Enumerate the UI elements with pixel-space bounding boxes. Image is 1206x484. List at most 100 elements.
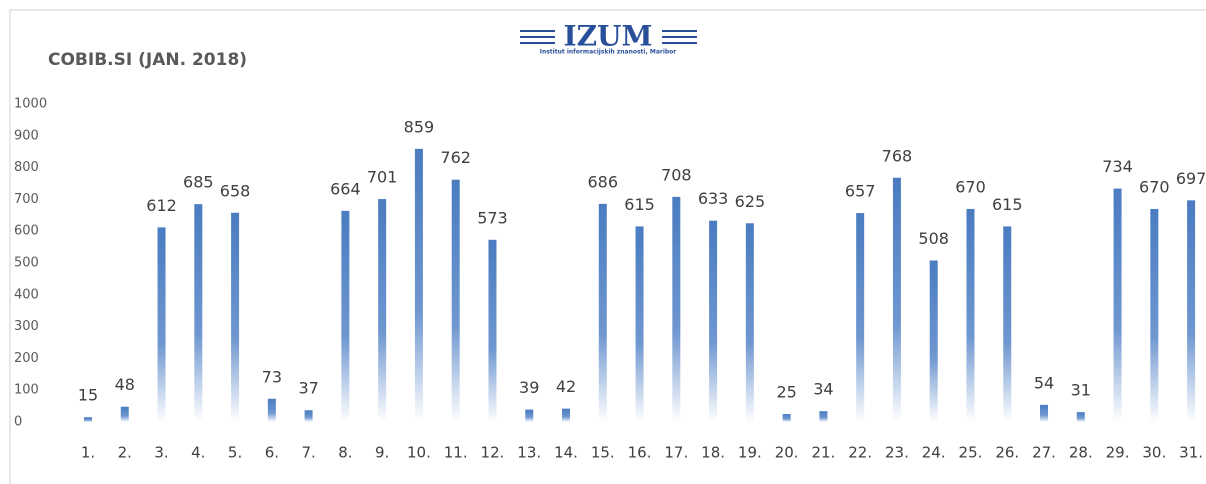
x-tick-label: 21. xyxy=(811,444,835,462)
bar xyxy=(562,408,571,422)
x-tick-label: 9. xyxy=(375,444,389,462)
bar xyxy=(1003,226,1012,422)
value-label: 615 xyxy=(624,195,655,214)
value-label: 625 xyxy=(735,192,766,211)
value-label: 768 xyxy=(882,146,913,165)
x-tick-label: 22. xyxy=(848,444,872,462)
value-label: 708 xyxy=(661,165,692,184)
y-tick-label: 400 xyxy=(14,287,39,302)
x-tick-label: 4. xyxy=(191,444,205,462)
x-tick-label: 6. xyxy=(265,444,279,462)
value-label: 633 xyxy=(698,189,729,208)
x-tick-label: 16. xyxy=(628,444,652,462)
bar xyxy=(635,226,644,422)
bar xyxy=(341,210,350,422)
x-tick-label: 31. xyxy=(1179,444,1203,462)
value-label: 670 xyxy=(955,177,986,196)
bar xyxy=(488,239,497,422)
x-tick-label: 19. xyxy=(738,444,762,462)
bar xyxy=(120,406,129,422)
x-tick-label: 25. xyxy=(959,444,983,462)
bar xyxy=(378,199,387,422)
bar xyxy=(709,220,718,422)
value-label: 42 xyxy=(556,377,576,396)
value-label: 701 xyxy=(367,168,398,187)
y-tick-label: 500 xyxy=(14,256,39,271)
x-tick-label: 13. xyxy=(517,444,541,462)
x-tick-label: 5. xyxy=(228,444,242,462)
y-tick-label: 700 xyxy=(14,192,39,207)
bar xyxy=(1150,208,1159,422)
bar xyxy=(1187,200,1196,422)
x-tick-label: 14. xyxy=(554,444,578,462)
value-label: 39 xyxy=(519,378,539,397)
value-label: 73 xyxy=(262,367,282,386)
bar xyxy=(267,398,276,422)
value-label: 685 xyxy=(183,173,214,192)
bar xyxy=(745,223,754,422)
bar xyxy=(1076,412,1085,422)
bar xyxy=(304,410,313,422)
y-tick-label: 0 xyxy=(14,415,22,430)
x-tick-label: 28. xyxy=(1069,444,1093,462)
value-label: 734 xyxy=(1102,157,1133,176)
x-tick-label: 10. xyxy=(407,444,431,462)
value-label: 37 xyxy=(298,379,318,398)
value-label: 508 xyxy=(918,229,949,248)
value-label: 31 xyxy=(1071,381,1091,400)
x-tick-label: 11. xyxy=(444,444,468,462)
bar xyxy=(231,212,240,422)
value-label: 615 xyxy=(992,195,1023,214)
y-tick-label: 1000 xyxy=(14,97,47,112)
y-tick-label: 800 xyxy=(14,160,39,175)
bar xyxy=(672,196,681,422)
y-tick-label: 600 xyxy=(14,224,39,239)
frame xyxy=(9,9,1206,484)
x-tick-label: 3. xyxy=(154,444,168,462)
x-tick-label: 27. xyxy=(1032,444,1056,462)
x-tick-label: 23. xyxy=(885,444,909,462)
value-label: 34 xyxy=(813,380,833,399)
value-label: 670 xyxy=(1139,177,1170,196)
x-tick-label: 12. xyxy=(481,444,505,462)
x-tick-label: 24. xyxy=(922,444,946,462)
value-label: 612 xyxy=(146,196,177,215)
value-label: 697 xyxy=(1176,169,1206,188)
value-label: 657 xyxy=(845,182,876,201)
chart-title: COBIB.SI (JAN. 2018) xyxy=(48,50,247,70)
bar xyxy=(1040,404,1049,422)
logo-name: IZUM xyxy=(564,20,653,53)
bar xyxy=(966,208,975,422)
bar xyxy=(819,411,828,422)
x-tick-label: 18. xyxy=(701,444,725,462)
value-label: 573 xyxy=(477,208,508,227)
x-tick-label: 7. xyxy=(301,444,315,462)
bar xyxy=(451,179,460,422)
x-tick-label: 20. xyxy=(775,444,799,462)
logo: IZUM Institut informacijskih znanosti, M… xyxy=(520,20,697,56)
value-label: 25 xyxy=(776,383,796,402)
value-label: 664 xyxy=(330,179,361,198)
value-label: 15 xyxy=(78,386,98,405)
bar xyxy=(1113,188,1122,422)
bar xyxy=(194,204,203,422)
value-label: 762 xyxy=(440,148,471,167)
bar xyxy=(525,409,534,422)
x-tick-label: 26. xyxy=(995,444,1019,462)
y-tick-label: 100 xyxy=(14,383,39,398)
x-tick-label: 1. xyxy=(81,444,95,462)
x-tick-label: 17. xyxy=(664,444,688,462)
value-label: 54 xyxy=(1034,373,1054,392)
bar xyxy=(856,213,865,422)
bar xyxy=(157,227,166,422)
bar xyxy=(84,417,92,422)
bar xyxy=(414,148,423,422)
y-tick-label: 900 xyxy=(14,128,39,143)
bar xyxy=(892,177,901,422)
x-tick-label: 2. xyxy=(118,444,132,462)
value-label: 48 xyxy=(115,375,135,394)
value-label: 686 xyxy=(588,172,619,191)
logo-subtitle: Institut informacijskih znanosti, Maribo… xyxy=(540,49,677,56)
x-tick-label: 15. xyxy=(591,444,615,462)
